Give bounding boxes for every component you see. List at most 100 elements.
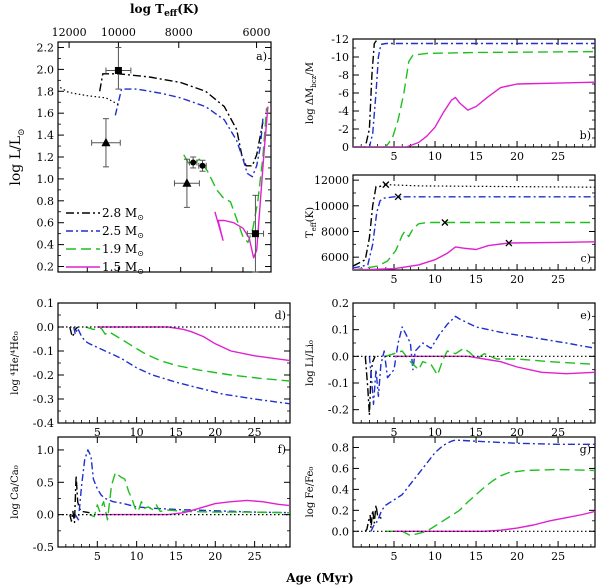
y-axis-label: log Li/Li₀ [305, 340, 316, 386]
x-marker [382, 181, 390, 189]
top-tick-label: 8000 [165, 26, 193, 39]
series-line-m15 [97, 499, 290, 516]
y-tick-label: 8000 [321, 225, 349, 238]
y-tick-label: 12000 [314, 174, 349, 187]
series-line-m19 [385, 347, 595, 376]
y-tick-label: 0.1 [332, 324, 350, 337]
y-tick-label: 0.5 [37, 476, 55, 489]
series-line-m19 [89, 471, 290, 521]
observation-point [246, 194, 265, 273]
y-axis-label-tail: /M [305, 62, 316, 76]
top-axis-title-sub: eff [164, 9, 178, 19]
panel-g: 0.8 0.6 0.4 0.2 0.0 5 10 15 20 25 log Fe/Fe₀ g) [305, 436, 596, 563]
x-tick-label: 5 [94, 550, 101, 563]
panel-b: 0 -2 -4 -6 -8 -10 -12 5 10 15 20 25 log ΔMbcz/M b) [305, 33, 596, 163]
top-axis-title: log Teff(K) [130, 2, 199, 19]
observation-point [91, 118, 121, 168]
series-group [353, 183, 595, 270]
x-tick-label: 25 [248, 426, 262, 439]
x-tick-label: 5 [391, 273, 398, 286]
x-tick-label: 10 [428, 150, 442, 163]
series-line-m19 [353, 50, 595, 147]
series-line-m15 [97, 326, 290, 362]
x-tick-label: 5 [391, 550, 398, 563]
observation-point [173, 158, 200, 208]
series-line-m25 [370, 439, 595, 532]
y-tick-label: -6 [338, 87, 349, 100]
series-line-m28 [364, 504, 383, 532]
y-tick-label: -4 [338, 105, 349, 118]
series-line-m15 [214, 106, 269, 259]
top-tick-label: 12000 [52, 26, 87, 39]
legend-label: 2.8 M⊙ [102, 206, 144, 222]
series-line-m15 [394, 510, 595, 532]
y-tick-label: -0.1 [33, 345, 54, 358]
plot-frame [57, 41, 272, 273]
x-tick-label: 25 [551, 550, 565, 563]
x-tick-label: 25 [551, 150, 565, 163]
plot-frame [352, 174, 596, 271]
y-tick-label: 1.4 [37, 129, 55, 142]
y-tick-label: 1.0 [37, 173, 55, 186]
x-tick-label: 25 [551, 273, 565, 286]
y-axis-label-main: log L/L [8, 136, 24, 186]
y-tick-label: -12 [331, 33, 349, 46]
x-tick-label: 5 [94, 426, 101, 439]
series-line-m25 [114, 88, 264, 178]
x-tick-label: 10 [428, 550, 442, 563]
top-tick-label: 10000 [101, 26, 136, 39]
y-tick-label: 2.0 [37, 63, 55, 76]
y-tick-label: 1.6 [37, 107, 55, 120]
y-axis-label-sub: bcz [310, 75, 318, 87]
legend-label: 1.9 M⊙ [102, 242, 144, 258]
y-tick-label: 0.1 [37, 297, 55, 310]
y-tick-label: -8 [338, 69, 349, 82]
square-marker [114, 66, 122, 74]
x-tick-label: 15 [469, 273, 483, 286]
x-tick-label: 20 [510, 550, 524, 563]
x-tick-label: 15 [469, 426, 483, 439]
panel-label: d) [275, 309, 286, 322]
series-group [58, 449, 290, 524]
panel-c: 6000 8000 10000 12000 5 10 15 20 25 Teff(K) c) [305, 174, 596, 286]
y-tick-label: 1.0 [37, 444, 55, 457]
series-line-zero [58, 86, 119, 105]
panel-f: 1.0 0.5 0.0 -0.5 5 10 15 20 25 log Ca/Ca₀ f) [10, 436, 291, 563]
y-tick-label: 0.0 [37, 321, 55, 334]
square-marker [251, 230, 259, 238]
dot-marker [199, 162, 206, 169]
series-line-m19 [183, 107, 268, 244]
panel-label: e) [580, 309, 591, 322]
y-tick-label: -0.5 [33, 541, 54, 554]
y-axis-label: log Fe/Fe₀ [305, 467, 316, 518]
observation-point [198, 159, 207, 172]
x-tick-label: 25 [551, 426, 565, 439]
y-tick-label: 1.2 [37, 151, 55, 164]
series-group [353, 39, 595, 147]
series-line-m15 [353, 81, 595, 147]
series-line-m25 [353, 196, 595, 269]
y-tick-label: 0.0 [37, 509, 55, 522]
triangle-marker [101, 137, 111, 147]
y-axis-label-main: log ΔM [305, 88, 316, 124]
series-group [58, 73, 269, 259]
series-line-m25 [368, 315, 595, 405]
x-tick-label: 10 [428, 426, 442, 439]
series-group [58, 326, 290, 405]
series-line-m25 [74, 449, 290, 521]
y-tick-label: 2.2 [37, 41, 55, 54]
y-tick-label: 0.0 [332, 525, 350, 538]
panel-label: a) [256, 50, 267, 63]
x-axis-label: Age (Myr) [285, 571, 353, 585]
observation-point [188, 156, 198, 169]
y-axis-label: log L/L⊙ [8, 128, 27, 185]
series-line-m25 [73, 326, 290, 405]
y-tick-label: 0.6 [37, 217, 55, 230]
series-line-zero [385, 184, 595, 188]
x-tick-label: 10 [428, 273, 442, 286]
y-tick-label: 0.2 [332, 504, 350, 517]
y-tick-label: 0.2 [37, 261, 55, 274]
series-line-m25 [353, 42, 595, 147]
plot-frame [57, 302, 291, 424]
panel-d: 0.1 0.0 -0.1 -0.2 -0.3 -0.4 5 10 15 20 25 log ⁴He/⁴… [10, 297, 291, 439]
